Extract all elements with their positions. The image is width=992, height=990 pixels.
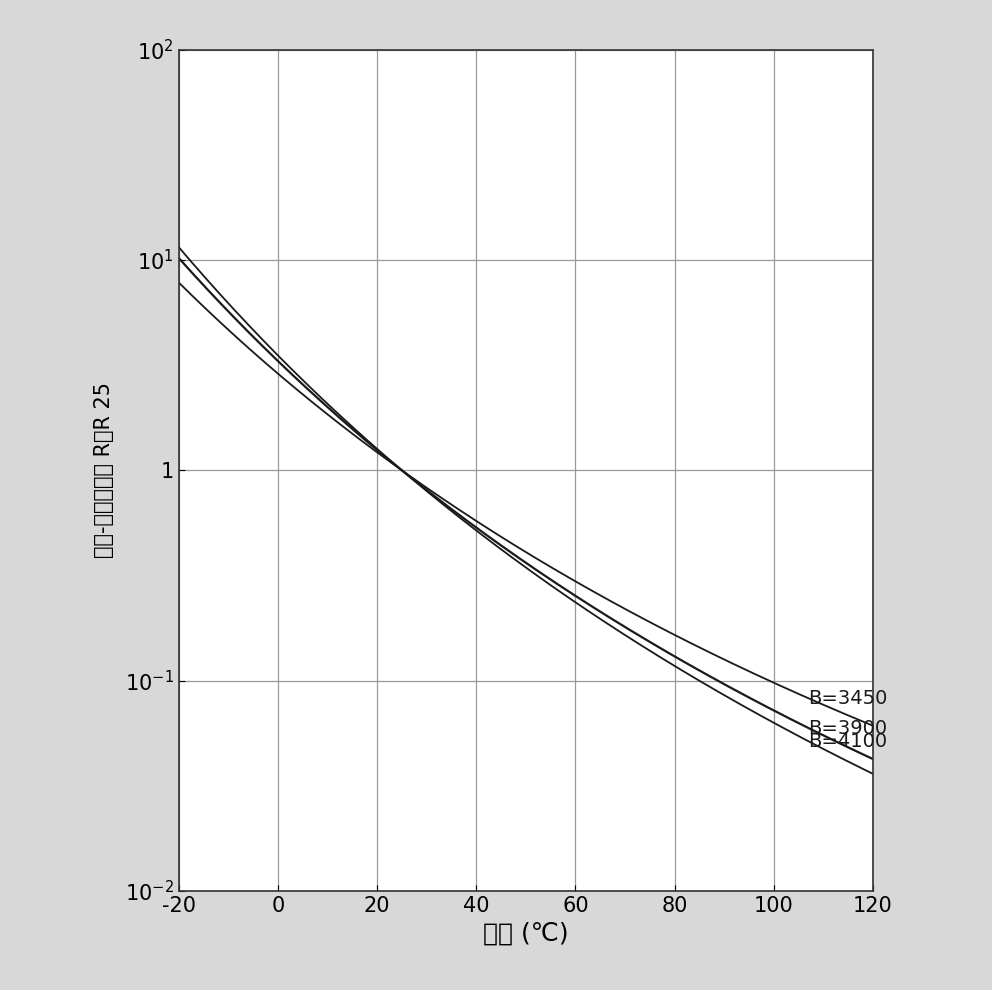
Y-axis label: 电阱-温度特性， R／R 25: 电阱-温度特性， R／R 25: [93, 382, 114, 558]
Text: B=3450: B=3450: [808, 689, 888, 708]
Text: B=3900: B=3900: [808, 719, 888, 738]
Text: B=4100: B=4100: [808, 732, 888, 750]
X-axis label: 温度 (℃): 温度 (℃): [483, 922, 568, 945]
